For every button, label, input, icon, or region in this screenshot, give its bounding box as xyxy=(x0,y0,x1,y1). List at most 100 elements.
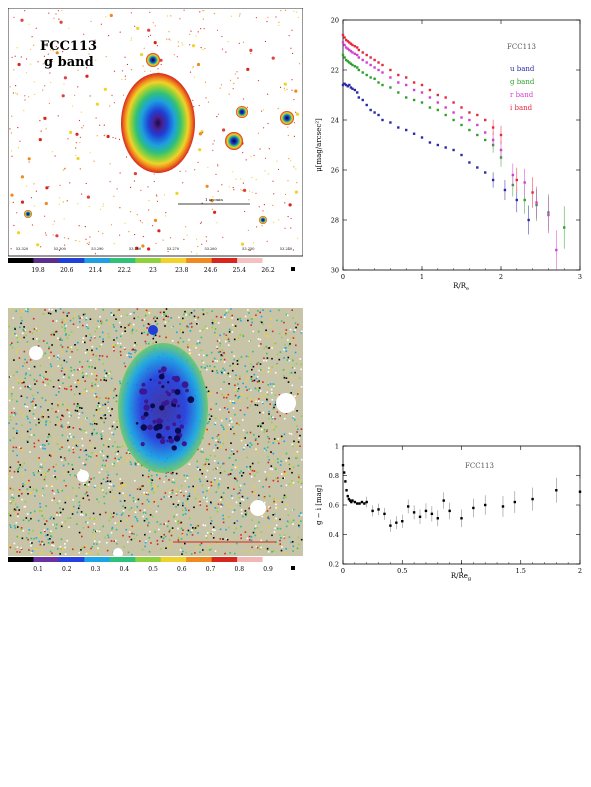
noise-pixel xyxy=(67,517,69,519)
noise-pixel xyxy=(138,486,141,488)
noise-pixel xyxy=(29,512,32,514)
noise-dot xyxy=(95,59,97,61)
noise-pixel xyxy=(279,518,281,521)
data-point xyxy=(397,73,400,77)
noise-pixel xyxy=(177,341,180,344)
noise-dot xyxy=(135,246,139,250)
noise-pixel xyxy=(113,339,115,341)
noise-pixel xyxy=(131,553,133,556)
noise-pixel xyxy=(82,376,84,378)
noise-pixel xyxy=(49,517,52,520)
noise-pixel xyxy=(112,348,115,351)
noise-dot xyxy=(249,190,251,192)
noise-dot xyxy=(255,179,257,181)
noise-dot xyxy=(246,67,250,71)
bright-star xyxy=(259,216,267,224)
noise-pixel xyxy=(112,344,114,346)
noise-pixel xyxy=(230,308,232,310)
noise-dot xyxy=(111,94,113,96)
noise-pixel xyxy=(95,308,97,310)
noise-pixel xyxy=(163,313,165,316)
noise-dot xyxy=(12,201,14,203)
noise-pixel xyxy=(267,517,269,519)
noise-pixel xyxy=(30,434,33,436)
noise-pixel xyxy=(120,354,122,356)
noise-dot xyxy=(221,35,223,38)
noise-pixel xyxy=(250,536,253,538)
noise-pixel xyxy=(26,513,29,515)
colorbar-tick-labels: 0.1 0.2 0.3 0.4 0.5 0.6 0.7 0.8 0.9 xyxy=(33,566,273,573)
colorbar-segment xyxy=(58,258,85,263)
noise-pixel xyxy=(294,351,297,354)
noise-pixel xyxy=(9,489,11,491)
noise-pixel xyxy=(299,358,302,360)
noise-pixel xyxy=(202,309,204,311)
noise-pixel xyxy=(269,468,272,470)
noise-dot xyxy=(30,63,32,65)
x-tick-label: 1 xyxy=(420,273,424,281)
noise-dot xyxy=(240,242,245,246)
noise-pixel xyxy=(222,498,224,500)
noise-pixel xyxy=(151,487,154,490)
noise-pixel xyxy=(170,543,173,545)
noise-pixel xyxy=(273,428,275,431)
noise-pixel xyxy=(137,316,139,318)
noise-pixel xyxy=(70,346,73,349)
noise-pixel xyxy=(203,496,205,499)
noise-pixel xyxy=(266,539,268,542)
noise-pixel xyxy=(300,514,303,516)
noise-dot xyxy=(57,10,60,12)
data-point xyxy=(353,52,357,55)
noise-pixel xyxy=(285,459,287,462)
noise-dot xyxy=(213,210,217,214)
masked-star xyxy=(250,500,266,516)
noise-pixel xyxy=(206,480,209,482)
noise-pixel xyxy=(139,509,142,512)
noise-dot xyxy=(220,84,223,86)
noise-pixel xyxy=(278,332,281,335)
background-noise xyxy=(8,308,303,556)
noise-dot xyxy=(249,48,253,53)
noise-pixel xyxy=(32,488,35,491)
noise-pixel xyxy=(87,521,89,524)
noise-pixel xyxy=(275,507,277,509)
noise-pixel xyxy=(257,461,260,464)
noise-pixel xyxy=(111,408,113,410)
noise-pixel xyxy=(259,363,262,365)
noise-pixel xyxy=(244,513,247,516)
noise-pixel xyxy=(209,418,211,420)
noise-pixel xyxy=(58,500,61,502)
noise-pixel xyxy=(18,357,21,359)
noise-pixel xyxy=(188,344,190,347)
noise-pixel xyxy=(16,551,18,553)
noise-pixel xyxy=(165,336,167,339)
noise-pixel xyxy=(242,419,244,421)
noise-dot xyxy=(88,53,90,55)
noise-pixel xyxy=(49,421,51,423)
noise-pixel xyxy=(145,493,148,495)
noise-pixel xyxy=(228,383,230,385)
noise-pixel xyxy=(92,512,95,515)
data-point xyxy=(344,480,347,483)
noise-pixel xyxy=(255,437,257,440)
noise-pixel xyxy=(61,424,63,426)
noise-pixel xyxy=(210,481,212,483)
noise-pixel xyxy=(60,418,62,421)
noise-pixel xyxy=(12,446,15,449)
noise-pixel xyxy=(288,483,291,485)
noise-pixel xyxy=(197,448,199,451)
noise-pixel xyxy=(220,355,222,357)
noise-pixel xyxy=(72,451,75,454)
noise-pixel xyxy=(85,491,88,494)
ra-tick-labels: 53.320 53.300 53.290 53.280 53.270 53.260 53.2… xyxy=(16,247,292,251)
noise-pixel xyxy=(266,430,268,433)
noise-dot xyxy=(9,86,11,88)
y-tick-label: 24 xyxy=(331,117,339,125)
noise-pixel xyxy=(68,435,70,438)
noise-dot xyxy=(217,165,219,167)
noise-dot xyxy=(261,110,263,112)
noise-pixel xyxy=(23,362,26,364)
noise-pixel xyxy=(225,394,227,397)
noise-pixel xyxy=(297,481,300,483)
